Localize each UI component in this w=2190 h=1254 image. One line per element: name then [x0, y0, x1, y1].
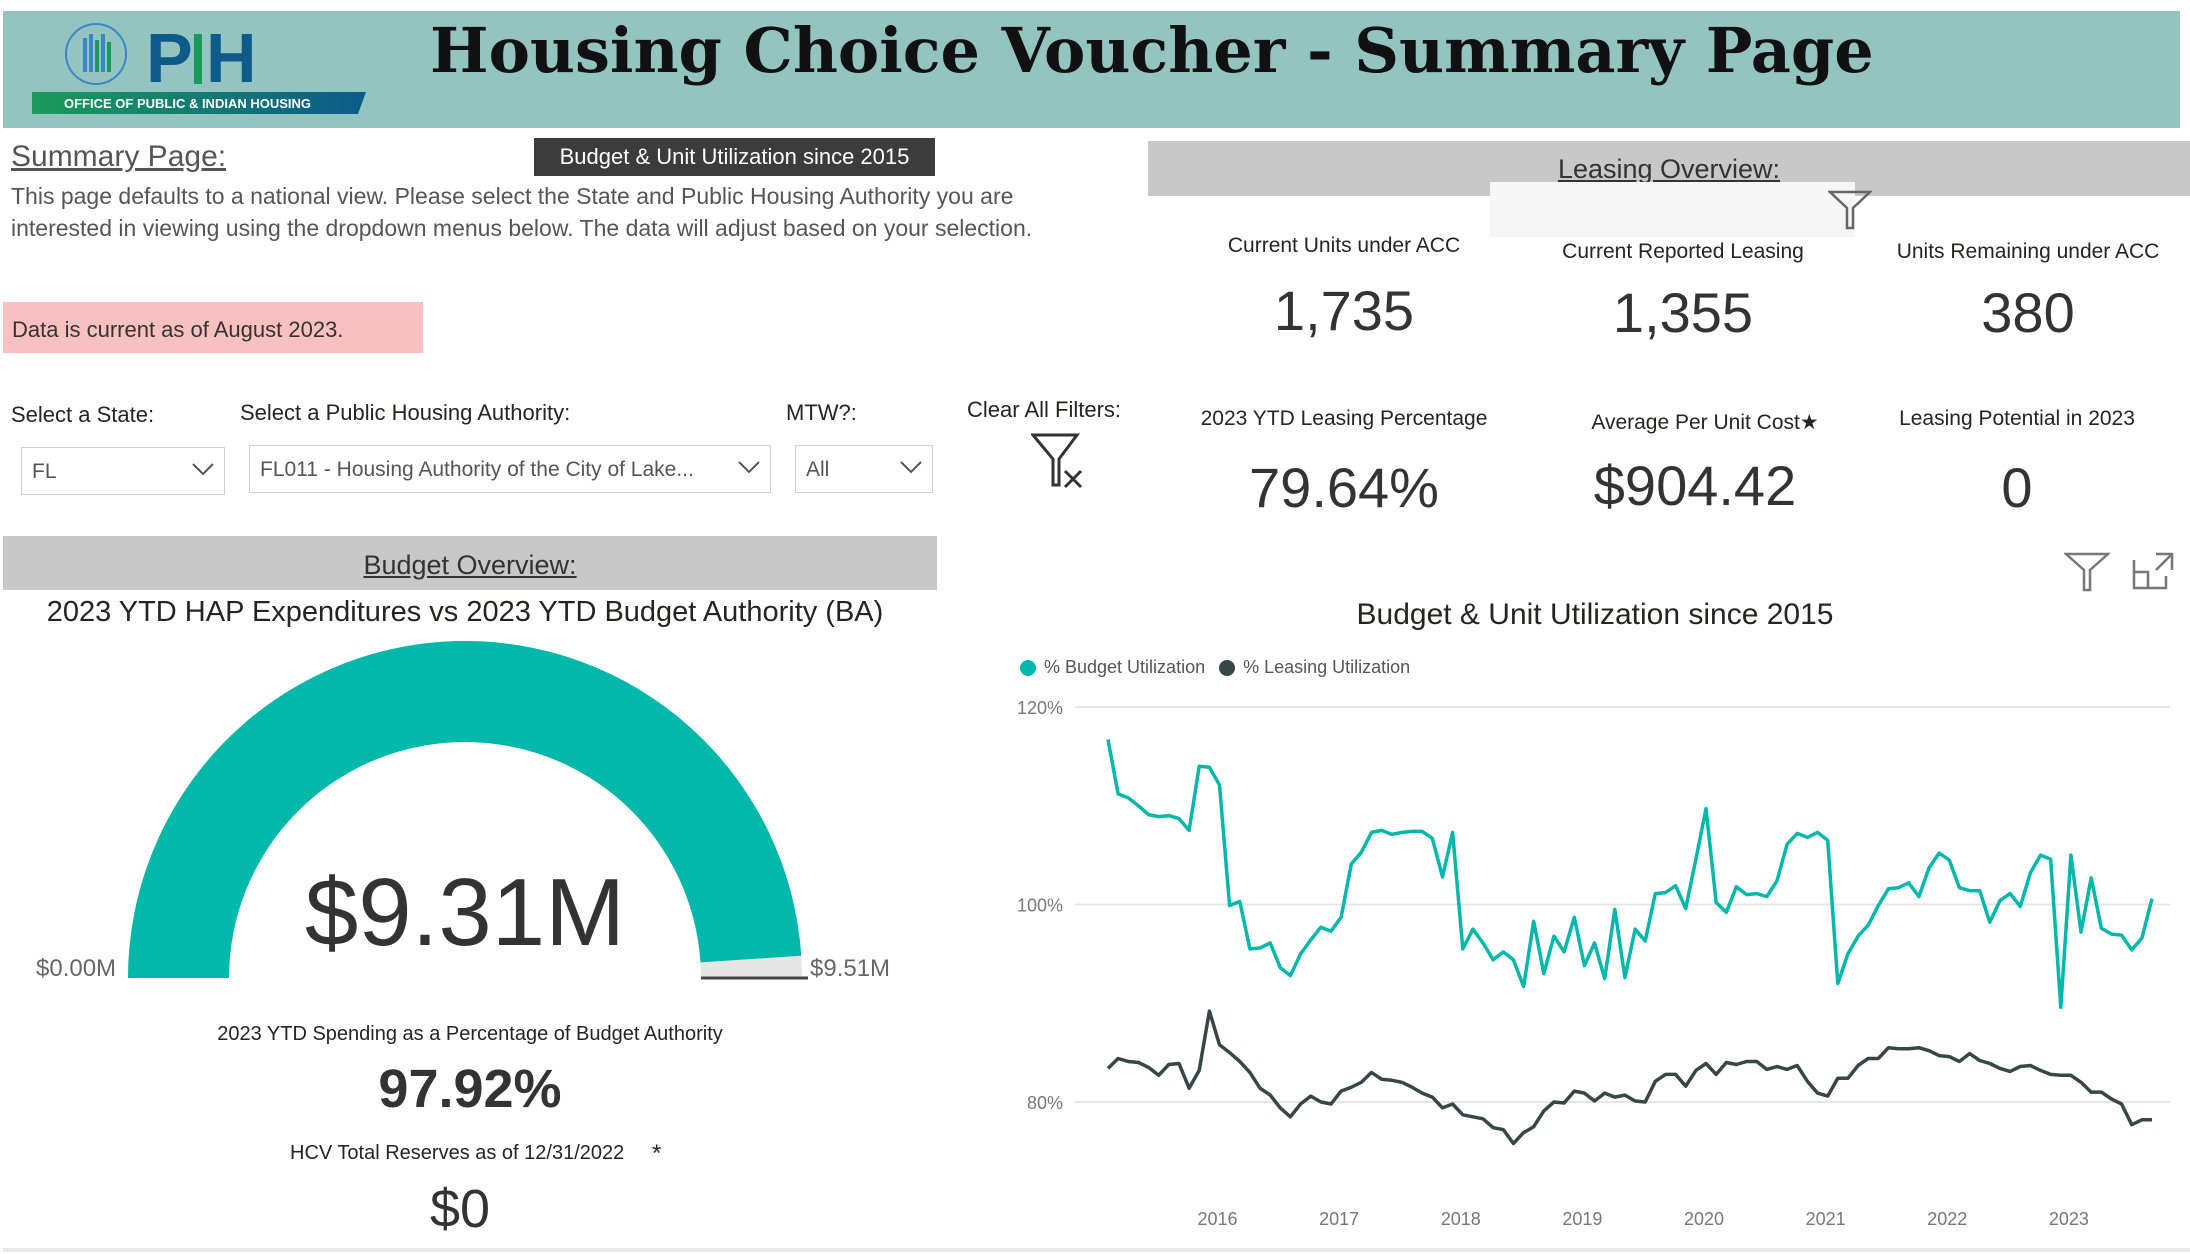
funnel-icon[interactable]: [2064, 552, 2110, 592]
clear-filters-label: Clear All Filters:: [967, 397, 1122, 422]
kpi-value: 1,355: [1612, 281, 1754, 344]
legend-swatch-budget: [1020, 659, 1036, 676]
kpi-value: 1,735: [1273, 279, 1415, 342]
pha-label: Select a Public Housing Authority:: [240, 400, 571, 425]
x-tick-label: 2023: [2049, 1209, 2089, 1229]
budget-overview-title: Budget Overview:: [363, 550, 577, 580]
chart-title: Budget & Unit Utilization since 2015: [1356, 598, 1834, 631]
gauge-filled-arc: [128, 641, 802, 978]
kpi-value: $904.42: [1593, 454, 1797, 517]
leasing-utilization-line: [1106, 1009, 2152, 1146]
kpi-value: 79.64%: [1249, 456, 1439, 519]
clear-filter-icon[interactable]: [1031, 433, 1087, 489]
x-tick-label: 2021: [1806, 1209, 1846, 1229]
expand-icon[interactable]: [2132, 552, 2174, 590]
gauge-max-label: $9.51M: [810, 955, 891, 982]
gauge-min-label: $0.00M: [36, 955, 117, 982]
x-tick-label: 2016: [1197, 1209, 1237, 1229]
pha-value: FL011 - Housing Authority of the City of…: [260, 458, 694, 481]
mtw-dropdown[interactable]: All: [795, 445, 933, 493]
kpi-label: Units Remaining under ACC: [1896, 240, 2160, 263]
chart-legend: % Budget Utilization % Leasing Utilizati…: [1020, 657, 1410, 678]
gauge-value: $9.31M: [304, 859, 626, 966]
gauge-title: 2023 YTD HAP Expenditures vs 2023 YTD Bu…: [46, 596, 884, 628]
kpi-label: Current Reported Leasing: [1562, 240, 1804, 263]
legend-label-leasing: % Leasing Utilization: [1243, 657, 1411, 677]
spending-label: 2023 YTD Spending as a Percentage of Bud…: [217, 1023, 723, 1045]
y-tick-label: 120%: [1017, 698, 1063, 718]
visual-header-strip: [1490, 182, 1855, 237]
pha-dropdown[interactable]: FL011 - Housing Authority of the City of…: [249, 445, 771, 493]
x-tick-label: 2017: [1319, 1209, 1359, 1229]
budget-utilization-line: [1106, 739, 2154, 1009]
kpi-value: 380: [1981, 281, 2075, 344]
x-tick-label: 2022: [1927, 1209, 1967, 1229]
pih-logo: P H OFFICE OF PUBLIC & INDIAN HOUSING: [32, 20, 366, 114]
data-current-notice: Data is current as of August 2023.: [3, 302, 423, 353]
state-value: FL: [32, 460, 57, 483]
bottom-divider: [3, 1248, 2190, 1252]
kpi-label: Current Units under ACC: [1227, 234, 1461, 257]
chevron-down-icon: [900, 461, 922, 474]
x-tick-label: 2019: [1562, 1209, 1602, 1229]
spending-value: 97.92%: [378, 1059, 562, 1119]
leasing-overview-title: Leasing Overview:: [1557, 154, 1781, 184]
legend-label-budget: % Budget Utilization: [1044, 657, 1206, 677]
kpi-label: 2023 YTD Leasing Percentage: [1200, 407, 1488, 430]
chart-tooltip: Budget & Unit Utilization since 2015: [534, 138, 935, 176]
y-tick-label: 100%: [1017, 896, 1063, 916]
kpi-label: Average Per Unit Cost★: [1591, 411, 1819, 434]
header-banner: [3, 11, 2180, 128]
reserves-value: $0: [429, 1179, 491, 1239]
page-title: Housing Choice Voucher - Summary Page: [430, 14, 1874, 87]
legend-swatch-leasing: [1219, 659, 1236, 676]
svg-text:OFFICE OF PUBLIC & INDIAN HOUS: OFFICE OF PUBLIC & INDIAN HOUSING: [64, 96, 311, 111]
state-dropdown[interactable]: FL: [21, 447, 225, 495]
funnel-icon[interactable]: [1828, 190, 1872, 230]
chevron-down-icon: [192, 463, 214, 476]
x-tick-label: 2020: [1684, 1209, 1724, 1229]
summary-title: Summary Page:: [11, 140, 227, 173]
reserves-star: *: [652, 1140, 662, 1167]
svg-text:P: P: [146, 20, 193, 97]
reserves-label: HCV Total Reserves as of 12/31/2022: [290, 1142, 625, 1164]
summary-description: This page defaults to a national view. P…: [11, 183, 1033, 241]
kpi-value: 0: [2001, 456, 2033, 519]
y-tick-label: 80%: [1027, 1093, 1063, 1113]
kpi-label: Leasing Potential in 2023: [1899, 407, 2135, 430]
state-label: Select a State:: [11, 402, 155, 427]
chevron-down-icon: [738, 461, 760, 474]
svg-text:H: H: [206, 20, 257, 97]
budget-gauge: [128, 641, 808, 980]
budget-overview-band: Budget Overview:: [3, 536, 937, 590]
x-tick-label: 2018: [1441, 1209, 1481, 1229]
mtw-label: MTW?:: [786, 400, 857, 425]
mtw-value: All: [806, 458, 830, 481]
